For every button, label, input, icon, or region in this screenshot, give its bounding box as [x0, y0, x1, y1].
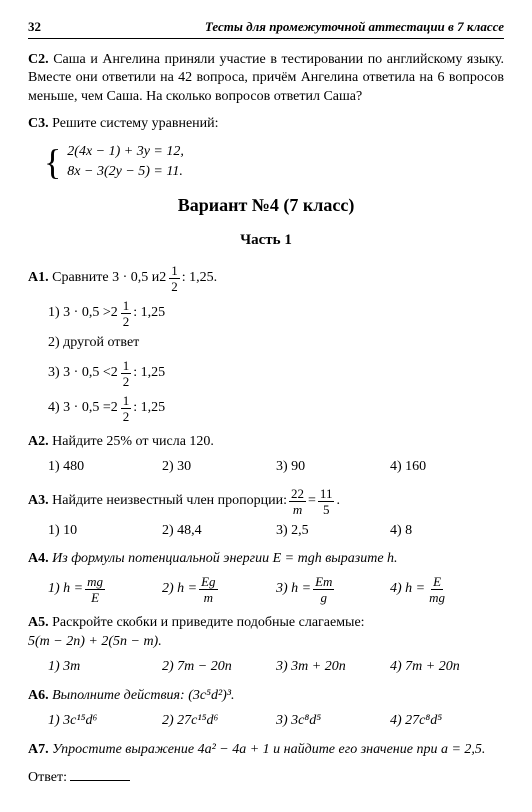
a5-opt2: 2) 7m − 20n — [162, 658, 276, 677]
answer-blank — [70, 766, 130, 781]
a1-intro-a: Сравните 3 · 0,5 и — [52, 269, 159, 288]
a3-label: А3. — [28, 493, 49, 508]
a6-options: 1) 3c¹⁵d⁶ 2) 27c¹⁵d⁶ 3) 3c⁸d⁵ 4) 27c⁸d⁵ — [48, 712, 504, 731]
a4-opt1: 1) h = mgE — [48, 575, 162, 604]
a2-opt3: 3) 90 — [276, 458, 390, 477]
a6-opt1: 1) 3c¹⁵d⁶ — [48, 712, 162, 731]
a7-text: Упростите выражение 4a² − 4a + 1 и найди… — [52, 742, 485, 757]
c2-text: Саша и Ангелина приняли участие в тестир… — [28, 52, 504, 105]
problem-a2: А2. Найдите 25% от числа 120. — [28, 433, 504, 452]
a4-opt4: 4) h = Emg — [390, 575, 504, 604]
page: 32 Тесты для промежуточной аттестации в … — [0, 0, 532, 812]
c3-system: { 2(4x − 1) + 3y = 12, 8x − 3(2y − 5) = … — [44, 142, 504, 181]
a1-opt2: 2) другой ответ — [48, 334, 504, 353]
running-header: 32 Тесты для промежуточной аттестации в … — [28, 18, 504, 39]
problem-a5: А5. Раскройте скобки и приведите подобны… — [28, 614, 504, 652]
problem-a6: А6. Выполните действия: (3c⁵d²)³. — [28, 687, 504, 706]
running-title: Тесты для промежуточной аттестации в 7 к… — [205, 18, 504, 36]
a4-options: 1) h = mgE 2) h = Egm 3) h = Emg 4) h = … — [48, 575, 504, 604]
c3-label: С3. — [28, 116, 49, 131]
a1-opt1: 1) 3 · 0,5 > 212 : 1,25 — [48, 299, 504, 328]
a7-label: А7. — [28, 742, 49, 757]
a2-opt4: 4) 160 — [390, 458, 504, 477]
problem-a1: А1. Сравните 3 · 0,5 и 2 12 : 1,25. — [28, 264, 504, 293]
a5-text2: 5(m − 2n) + 2(5n − m). — [28, 634, 162, 649]
a4-opt3: 3) h = Emg — [276, 575, 390, 604]
a6-text: Выполните действия: (3c⁵d²)³. — [52, 688, 234, 703]
a3-text: Найдите неизвестный член пропорции: — [52, 492, 287, 511]
a6-opt3: 3) 3c⁸d⁵ — [276, 712, 390, 731]
c3-eq2: 8x − 3(2y − 5) = 11. — [67, 162, 184, 182]
brace-icon: { — [44, 144, 61, 180]
a1-label: А1. — [28, 270, 49, 285]
a5-label: А5. — [28, 615, 49, 630]
c3-eq1: 2(4x − 1) + 3y = 12, — [67, 142, 184, 162]
a3-opt1: 1) 10 — [48, 522, 162, 541]
a1-opt3: 3) 3 · 0,5 < 212 : 1,25 — [48, 359, 504, 388]
a3-opt2: 2) 48,4 — [162, 522, 276, 541]
a2-opt2: 2) 30 — [162, 458, 276, 477]
problem-c3: С3. Решите систему уравнений: — [28, 115, 504, 134]
a1-options: 1) 3 · 0,5 > 212 : 1,25 2) другой ответ … — [48, 299, 504, 423]
a6-opt4: 4) 27c⁸d⁵ — [390, 712, 504, 731]
a2-text: Найдите 25% от числа 120. — [52, 434, 214, 449]
a3-opt4: 4) 8 — [390, 522, 504, 541]
a5-opt1: 1) 3m — [48, 658, 162, 677]
a3-options: 1) 10 2) 48,4 3) 2,5 4) 8 — [48, 522, 504, 541]
a3-opt3: 3) 2,5 — [276, 522, 390, 541]
c3-equations: 2(4x − 1) + 3y = 12, 8x − 3(2y − 5) = 11… — [67, 142, 184, 181]
a4-opt2: 2) h = Egm — [162, 575, 276, 604]
a5-text1: Раскройте скобки и приведите подобные сл… — [52, 615, 364, 630]
part-title: Часть 1 — [28, 230, 504, 250]
a7-answer-row: Ответ: — [28, 766, 504, 788]
a1-mixed: 2 12 — [159, 264, 182, 293]
variant-title: Вариант №4 (7 класс) — [28, 193, 504, 217]
a2-opt1: 1) 480 — [48, 458, 162, 477]
a6-opt2: 2) 27c¹⁵d⁶ — [162, 712, 276, 731]
a2-label: А2. — [28, 434, 49, 449]
problem-a3: А3. Найдите неизвестный член пропорции: … — [28, 487, 504, 516]
a2-options: 1) 480 2) 30 3) 90 4) 160 — [48, 458, 504, 477]
a6-label: А6. — [28, 688, 49, 703]
a1-intro-b: : 1,25. — [182, 269, 217, 288]
a4-label: А4. — [28, 551, 49, 566]
a7-answer-label: Ответ: — [28, 770, 67, 785]
a5-opt3: 3) 3m + 20n — [276, 658, 390, 677]
a1-opt4: 4) 3 · 0,5 = 212 : 1,25 — [48, 394, 504, 423]
a5-opt4: 4) 7m + 20n — [390, 658, 504, 677]
page-number: 32 — [28, 18, 41, 36]
problem-a4: А4. Из формулы потенциальной энергии E =… — [28, 550, 504, 569]
a4-text: Из формулы потенциальной энергии E = mgh… — [52, 551, 397, 566]
problem-a7: А7. Упростите выражение 4a² − 4a + 1 и н… — [28, 741, 504, 760]
a5-options: 1) 3m 2) 7m − 20n 3) 3m + 20n 4) 7m + 20… — [48, 658, 504, 677]
c3-intro: Решите систему уравнений: — [52, 116, 218, 131]
c2-label: С2. — [28, 52, 49, 67]
problem-c2: С2. Саша и Ангелина приняли участие в те… — [28, 51, 504, 108]
